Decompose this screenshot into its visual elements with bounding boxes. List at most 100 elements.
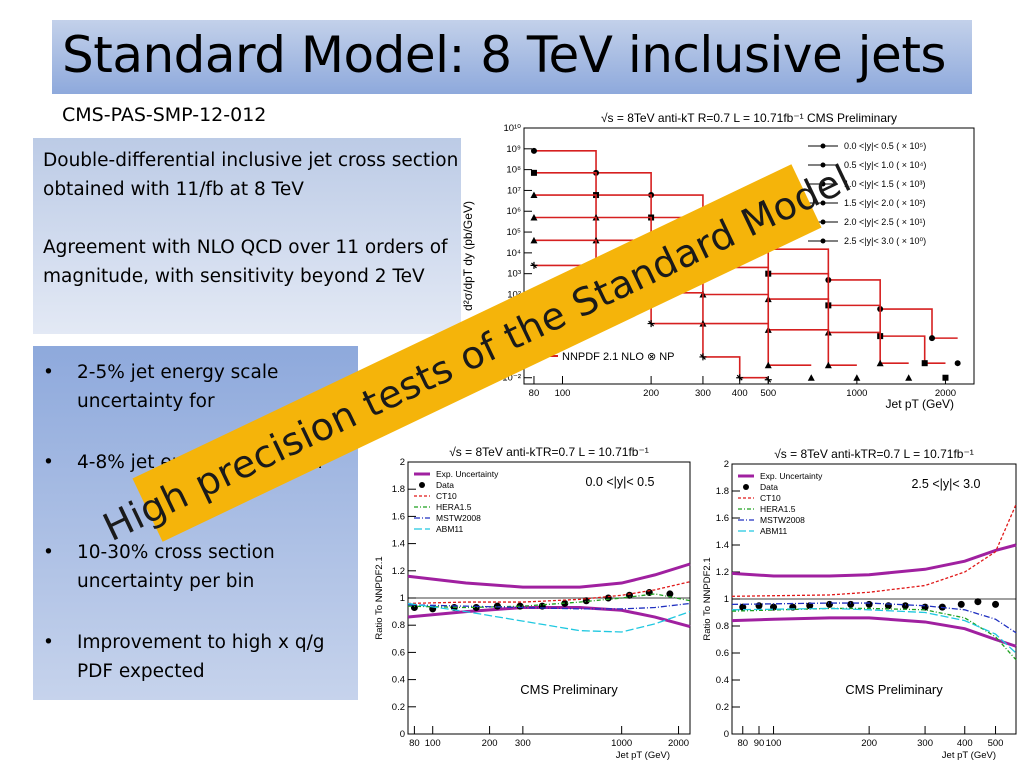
data-point: [530, 169, 537, 176]
ratio-plot-forward: 80 90 100 200 300 400 500 0 0.2 0.4 0.6 0.8 1 1.2 1.4 1…: [700, 438, 1022, 766]
data-point: [825, 600, 833, 608]
x-tick-label: 500: [988, 738, 1004, 749]
cms-watermark: CMS Preliminary: [520, 682, 618, 697]
data-point: [806, 602, 814, 610]
y-tick-label: 0: [400, 729, 405, 740]
legend-marker: [743, 484, 749, 490]
summary-text-2: Agreement with NLO QCD over 11 orders of…: [43, 237, 448, 287]
x-axis-label: Jet pT (GeV): [942, 750, 996, 761]
x-tick-label: 300: [695, 388, 711, 399]
x-tick-label: 200: [482, 738, 498, 749]
legend-marker: [820, 143, 826, 149]
data-point: [954, 360, 961, 367]
data-point: [493, 602, 501, 610]
legend-label: CT10: [760, 493, 781, 503]
y-tick-label: 0.2: [716, 702, 729, 713]
bullet-dot: •: [43, 632, 54, 653]
x-tick-label: 300: [515, 738, 531, 749]
bullet-text: 2-5% jet energy scale uncertainty for: [77, 362, 279, 412]
legend-marker: [820, 238, 826, 244]
y-tick-label: 0: [724, 729, 729, 740]
y-tick-label: 10⁸: [506, 165, 521, 176]
y-tick-label: 1.2: [716, 567, 729, 578]
y-tick-label: 0.6: [392, 647, 405, 658]
x-tick-label: 2000: [668, 738, 689, 749]
data-point: [530, 236, 538, 244]
series-line: [731, 504, 1017, 597]
x-tick-label: 500: [760, 388, 776, 399]
series-line: [407, 581, 691, 605]
chart-title: √s = 8TeV anti-kTR=0.7 L = 10.71fb⁻¹: [449, 445, 649, 459]
data-point: [929, 335, 936, 342]
series-line: [731, 616, 1017, 648]
x-tick-label: 80: [409, 738, 420, 749]
legend-label: HERA1.5: [760, 504, 796, 514]
data-point: [764, 361, 772, 369]
x-tick-label: 400: [957, 738, 973, 749]
x-tick-label: 2000: [935, 388, 956, 399]
legend-label: ABM11: [436, 524, 464, 534]
data-point: [764, 376, 772, 384]
y-tick-label: 0.6: [716, 648, 729, 659]
data-point: [755, 602, 763, 610]
x-tick-label: 80: [529, 388, 540, 399]
y-tick-label: 0.4: [392, 675, 405, 686]
y-tick-label: 10²: [507, 289, 521, 300]
x-axis-label: Jet pT (GeV): [886, 397, 954, 411]
rapidity-annotation: 2.5 <|y|< 3.0: [911, 477, 980, 491]
data-point: [699, 353, 707, 361]
ratio-plot-central-svg: 80 100 200 300 1000 2000 0 0.2 0.4 0.6 0.8 1 1.2 1.4 1…: [374, 445, 691, 761]
data-point: [807, 374, 815, 381]
data-point: [824, 361, 832, 369]
y-tick-label: 10³: [507, 269, 521, 280]
legend-label: MSTW2008: [760, 515, 805, 525]
series-line: [407, 562, 691, 589]
series-line: [731, 602, 1017, 634]
summary-text-1: Double-differential inclusive jet cross …: [43, 150, 459, 200]
y-tick-label: 10⁷: [507, 185, 522, 196]
y-tick-label: 1.8: [716, 486, 729, 497]
x-tick-label: 100: [555, 388, 571, 399]
legend-label: Data: [760, 482, 778, 492]
data-point: [957, 600, 965, 608]
data-point: [901, 602, 909, 610]
y-tick-label: 10¹⁰: [503, 123, 521, 134]
data-point: [847, 600, 855, 608]
x-tick-label: 90: [754, 738, 765, 749]
legend-label: ABM11: [760, 526, 788, 536]
y-axis-label: Ratio To NNPDF2.1: [374, 556, 385, 639]
data-point: [942, 374, 949, 381]
legend-label: 2.5 <|y|< 3.0 ( × 10⁰): [844, 236, 926, 246]
y-tick-label: 1.8: [392, 484, 405, 495]
summary-box: Double-differential inclusive jet cross …: [33, 138, 461, 334]
data-point: [876, 359, 884, 367]
legend-marker: [419, 482, 425, 488]
series-line: [731, 607, 1017, 654]
data-point: [530, 261, 538, 269]
ratio-plot-central: 80 100 200 300 1000 2000 0 0.2 0.4 0.6 0.8 1 1.2 1.4 1…: [372, 438, 697, 766]
legend-marker: [820, 219, 826, 225]
x-tick-label: 400: [732, 388, 748, 399]
bullet-text: Improvement to high x q/g PDF expected: [77, 632, 325, 682]
title-bar: Standard Model: 8 TeV inclusive jets: [52, 20, 972, 94]
legend-label: 1.0 <|y|< 1.5 ( × 10³): [844, 179, 925, 189]
data-point: [853, 374, 861, 381]
y-tick-label: 2: [724, 459, 729, 470]
data-point: [736, 374, 744, 382]
y-tick-label: 10⁴: [506, 248, 521, 259]
legend-marker: [820, 162, 826, 168]
legend-label: Exp. Uncertainty: [760, 471, 823, 481]
y-tick-label: 1.4: [392, 539, 405, 550]
series-line: [407, 602, 691, 633]
y-tick-label: 0.2: [392, 702, 405, 713]
data-point: [604, 594, 612, 602]
legend-label: CT10: [436, 491, 457, 501]
x-tick-label: 300: [917, 738, 933, 749]
data-point: [921, 360, 928, 367]
rapidity-annotation: 0.0 <|y|< 0.5: [585, 475, 654, 489]
theory-line: [533, 172, 946, 364]
y-tick-label: 1.2: [392, 566, 405, 577]
data-point: [530, 147, 537, 154]
x-axis-label: Jet pT (GeV): [616, 750, 670, 761]
data-point: [905, 374, 913, 381]
